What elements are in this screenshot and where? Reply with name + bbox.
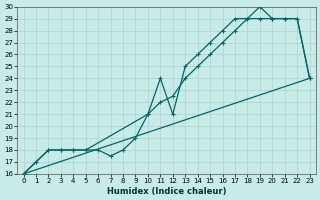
X-axis label: Humidex (Indice chaleur): Humidex (Indice chaleur) <box>107 187 226 196</box>
